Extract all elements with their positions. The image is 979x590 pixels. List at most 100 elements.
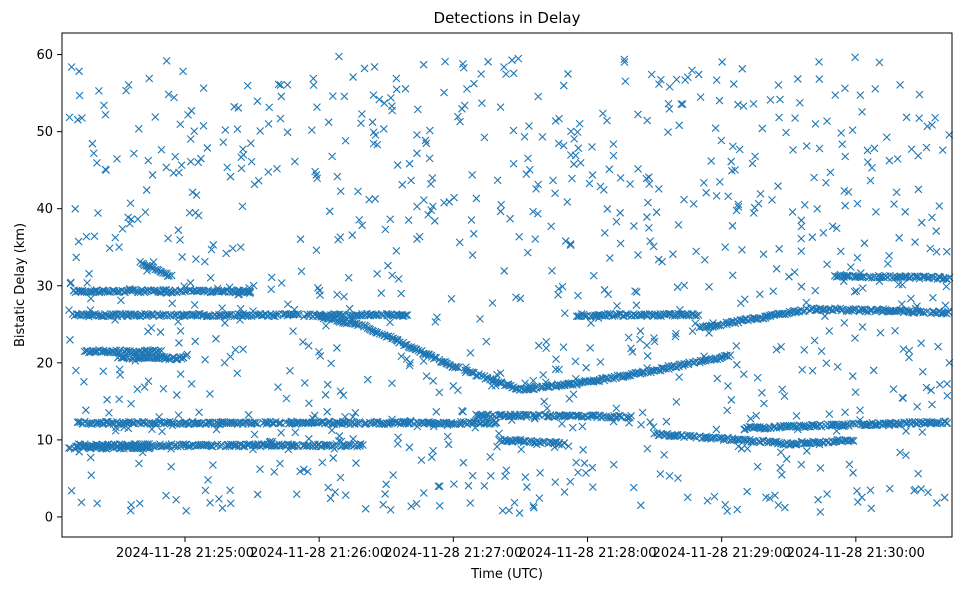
detection-marker (453, 363, 461, 371)
detection-marker (632, 368, 641, 377)
detection-marker (116, 351, 125, 359)
detection-marker (142, 186, 151, 194)
detection-marker (527, 384, 536, 393)
detection-marker (413, 202, 421, 211)
detection-marker (158, 427, 166, 436)
detection-marker (778, 385, 787, 394)
detection-marker (735, 145, 744, 154)
detection-marker (86, 306, 95, 315)
detection-marker (405, 159, 414, 168)
detection-marker (821, 312, 829, 321)
detection-marker (459, 407, 467, 416)
detection-marker (307, 126, 316, 135)
detection-marker (292, 440, 301, 449)
detection-marker (495, 429, 503, 438)
detection-marker (203, 144, 212, 152)
detection-marker (797, 247, 806, 256)
detection-marker (777, 470, 786, 479)
detection-marker (386, 215, 395, 224)
detection-marker (355, 215, 364, 224)
detection-marker (736, 299, 745, 308)
detection-marker (872, 305, 881, 314)
detection-marker (851, 388, 860, 396)
detection-marker (775, 438, 783, 447)
detection-marker (600, 228, 609, 237)
detection-marker (789, 145, 797, 154)
detection-marker (264, 168, 273, 176)
detection-marker (274, 80, 283, 89)
detection-marker (922, 143, 931, 152)
detection-marker (776, 463, 785, 472)
detection-marker (538, 132, 547, 141)
detection-marker (858, 322, 867, 331)
detection-marker (333, 172, 342, 181)
detection-marker (734, 442, 743, 451)
y-axis-label: Bistatic Delay (km) (13, 223, 28, 347)
detection-marker (774, 501, 783, 509)
detection-marker (604, 290, 613, 299)
detection-marker (277, 279, 286, 287)
detection-marker (388, 415, 396, 424)
detection-marker (738, 246, 746, 254)
detection-marker (167, 462, 176, 471)
detection-marker (282, 394, 291, 403)
detection-marker (165, 355, 174, 364)
chart-title: Detections in Delay (434, 9, 581, 27)
detection-marker (341, 136, 350, 145)
detection-marker (575, 119, 584, 128)
detection-marker (649, 242, 658, 251)
detection-marker (267, 273, 276, 282)
detection-marker (828, 222, 837, 231)
detection-marker (530, 414, 539, 423)
detection-marker (734, 100, 742, 109)
detection-marker (419, 196, 428, 204)
detection-marker (892, 188, 901, 197)
detection-marker (151, 113, 160, 121)
detection-marker (766, 95, 775, 104)
detection-marker (89, 149, 98, 158)
detection-marker (184, 420, 193, 429)
detection-marker (245, 289, 254, 298)
detection-marker (290, 305, 299, 314)
detection-marker (558, 282, 567, 291)
detection-marker (649, 423, 658, 431)
detection-marker (849, 419, 857, 428)
detection-marker (386, 94, 395, 102)
detection-marker (492, 418, 501, 427)
detection-marker (147, 263, 156, 272)
detection-marker (291, 428, 300, 437)
detection-marker (797, 460, 806, 469)
detection-marker (309, 74, 318, 83)
detection-marker (695, 358, 704, 367)
x-tick-label: 2024-11-28 21:30:00 (787, 546, 925, 561)
detection-marker (769, 287, 778, 296)
detection-marker (162, 163, 171, 172)
detection-marker (743, 444, 752, 453)
detection-marker (505, 506, 513, 515)
detection-marker (507, 416, 516, 424)
detection-marker (458, 104, 466, 113)
detection-marker (117, 296, 125, 305)
detection-marker (772, 437, 781, 446)
detection-marker (103, 395, 111, 404)
detection-marker (327, 359, 336, 368)
detection-marker (461, 366, 469, 374)
detection-marker (664, 361, 673, 370)
detection-marker (134, 124, 143, 133)
detection-marker (850, 287, 859, 296)
detection-marker (823, 260, 831, 269)
detection-marker (572, 458, 581, 467)
detection-marker (882, 133, 891, 142)
detection-marker (267, 285, 276, 294)
detection-marker (914, 185, 923, 194)
detection-marker (802, 447, 811, 455)
detection-marker (266, 437, 275, 446)
detection-marker (813, 204, 822, 213)
detection-marker (756, 189, 765, 198)
detection-marker (856, 416, 864, 424)
detection-marker (174, 226, 183, 234)
detection-marker (596, 358, 605, 366)
detection-marker (412, 499, 421, 508)
detection-marker (815, 440, 824, 449)
detection-marker (144, 156, 153, 165)
